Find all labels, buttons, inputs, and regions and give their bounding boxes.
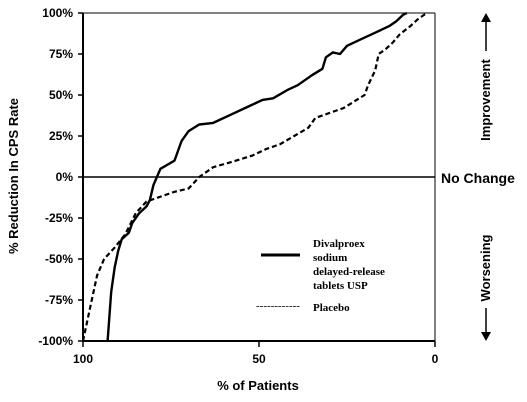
y-tick-label: -75% [45,293,73,307]
y-tick-label: -100% [38,334,73,348]
legend-divalproex-line-3: delayed-release [313,266,385,278]
no-change-label: No Change [441,170,515,186]
series-layer [81,11,429,342]
legend-dashed-swatch: ------------ [256,300,300,312]
x-tick-labels: 100 50 0 [73,341,439,366]
improvement-arrow-icon [481,13,491,51]
y-tick-label: -50% [45,252,73,266]
y-tick-label: 0% [56,170,74,184]
legend-divalproex-line-2: sodium [313,252,347,264]
legend-placebo-label: Placebo [313,302,350,314]
y-tick-label: 100% [42,6,73,20]
y-tick-label: -25% [45,211,73,225]
improvement-label: Improvement [478,59,493,141]
y-tick-label: 50% [49,88,73,102]
legend: Divalproex sodium delayed-release tablet… [256,238,385,314]
x-tick-label: 0 [432,352,439,366]
y-tick-label: 25% [49,129,73,143]
worsening-label: Worsening [478,234,493,301]
x-axis-title: % of Patients [217,378,299,393]
y-tick-label: 75% [49,47,73,61]
x-tick-label: 50 [252,352,266,366]
y-tick-labels: 100% 75% 50% 25% 0% -25% -50% -75% -100% [38,6,83,348]
legend-divalproex-line-4: tablets USP [313,280,368,292]
worsening-arrow-icon [481,308,491,341]
y-axis-title: % Reduction In CPS Rate [6,98,21,254]
x-tick-label: 100 [73,352,93,366]
series-line-placebo [81,11,429,342]
legend-divalproex-line-1: Divalproex [313,238,365,250]
series-line-divalproex [106,11,408,342]
